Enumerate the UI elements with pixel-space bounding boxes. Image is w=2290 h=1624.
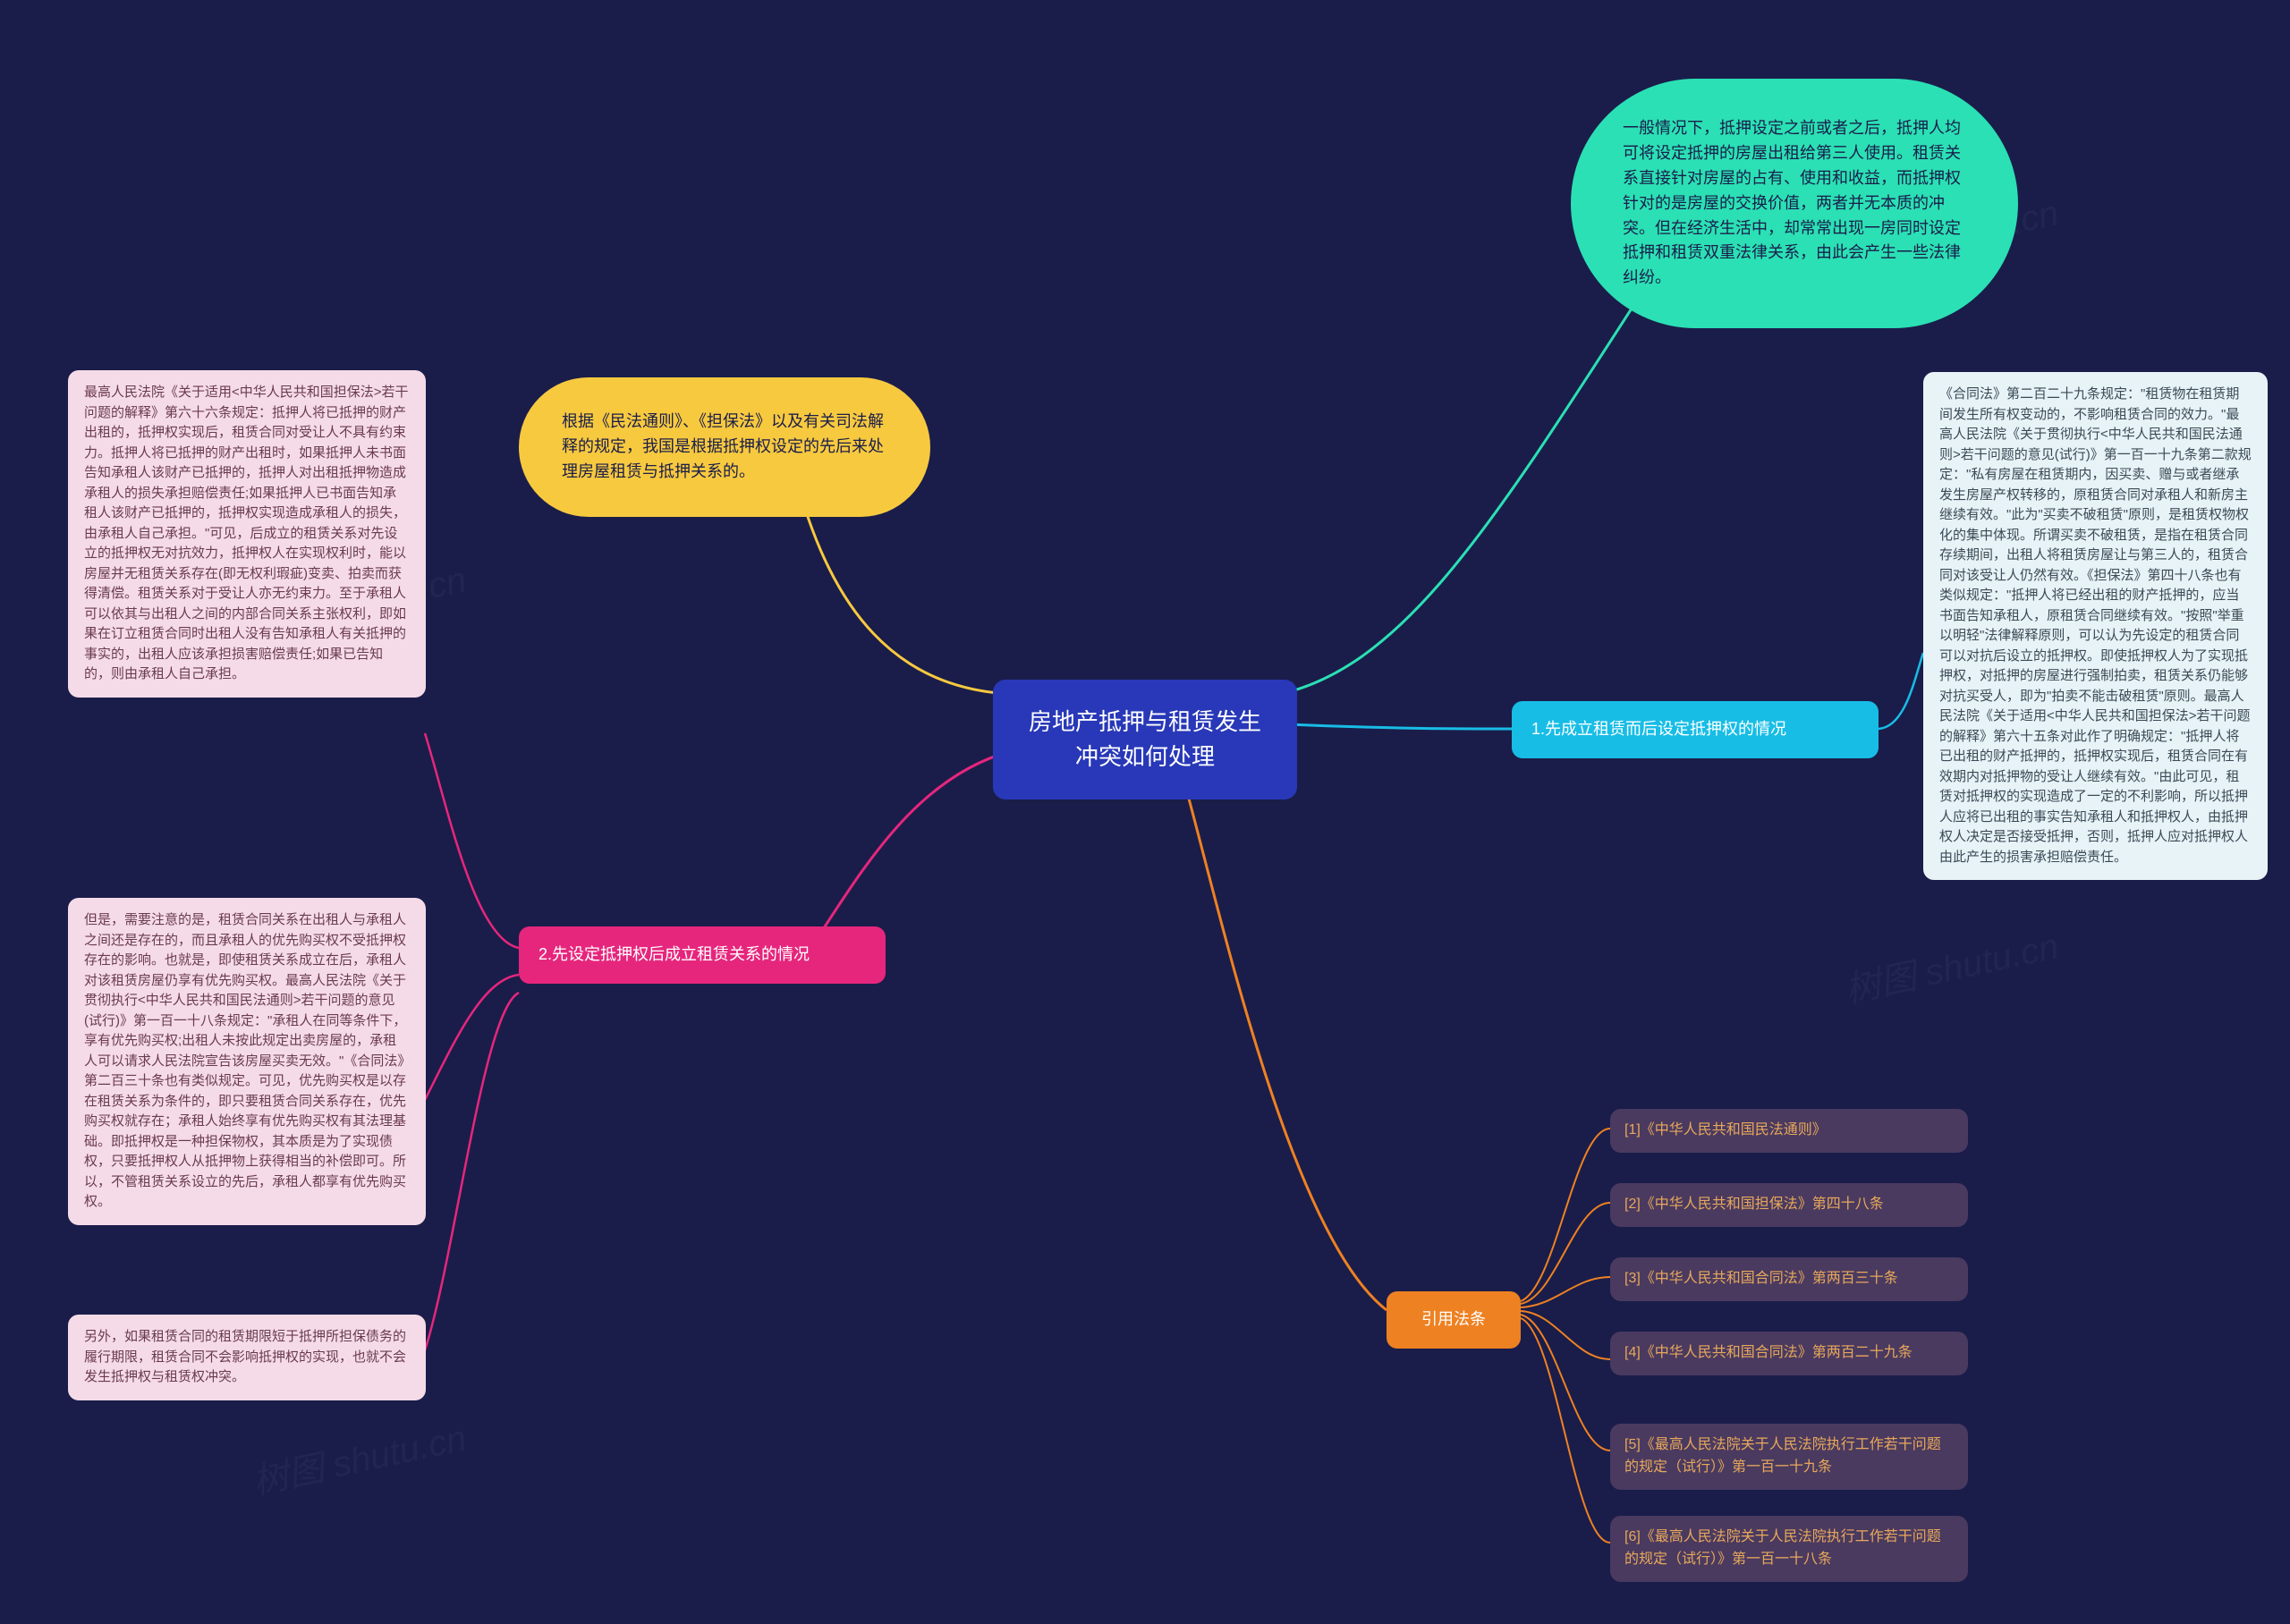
branch-pink[interactable]: 2.先设定抵押权后成立租赁关系的情况 bbox=[519, 926, 886, 984]
watermark: 树图 shutu.cn bbox=[1840, 917, 2063, 1012]
center-node[interactable]: 房地产抵押与租赁发生冲突如何处理 bbox=[993, 680, 1297, 799]
pink-note-3: 另外，如果租赁合同的租赁期限短于抵押所担保债务的履行期限，租赁合同不会影响抵押权… bbox=[68, 1315, 426, 1400]
branch-yellow[interactable]: 根据《民法通则》、《担保法》以及有关司法解释的规定，我国是根据抵押权设定的先后来… bbox=[519, 377, 930, 517]
watermark: 树图 shutu.cn bbox=[248, 1408, 471, 1504]
orange-item-6[interactable]: [6]《最高人民法院关于人民法院执行工作若干问题的规定（试行）》第一百一十八条 bbox=[1610, 1516, 1968, 1582]
pink-note-2: 但是，需要注意的是，租赁合同关系在出租人与承租人之间还是存在的，而且承租人的优先… bbox=[68, 898, 426, 1225]
orange-item-1[interactable]: [1]《中华人民共和国民法通则》 bbox=[1610, 1109, 1968, 1153]
orange-item-3[interactable]: [3]《中华人民共和国合同法》第两百三十条 bbox=[1610, 1257, 1968, 1301]
orange-item-2[interactable]: [2]《中华人民共和国担保法》第四十八条 bbox=[1610, 1183, 1968, 1227]
orange-item-4[interactable]: [4]《中华人民共和国合同法》第两百二十九条 bbox=[1610, 1332, 1968, 1375]
branch-teal[interactable]: 一般情况下，抵押设定之前或者之后，抵押人均可将设定抵押的房屋出租给第三人使用。租… bbox=[1571, 79, 2018, 328]
orange-item-5[interactable]: [5]《最高人民法院关于人民法院执行工作若干问题的规定（试行）》第一百一十九条 bbox=[1610, 1424, 1968, 1490]
pink-note-1: 最高人民法院《关于适用<中华人民共和国担保法>若干问题的解释》第六十六条规定：抵… bbox=[68, 370, 426, 698]
cyan-note: 《合同法》第二百二十九条规定："租赁物在租赁期间发生所有权变动的，不影响租赁合同… bbox=[1923, 372, 2268, 880]
branch-orange[interactable]: 引用法条 bbox=[1387, 1291, 1521, 1349]
branch-cyan[interactable]: 1.先成立租赁而后设定抵押权的情况 bbox=[1512, 701, 1879, 758]
